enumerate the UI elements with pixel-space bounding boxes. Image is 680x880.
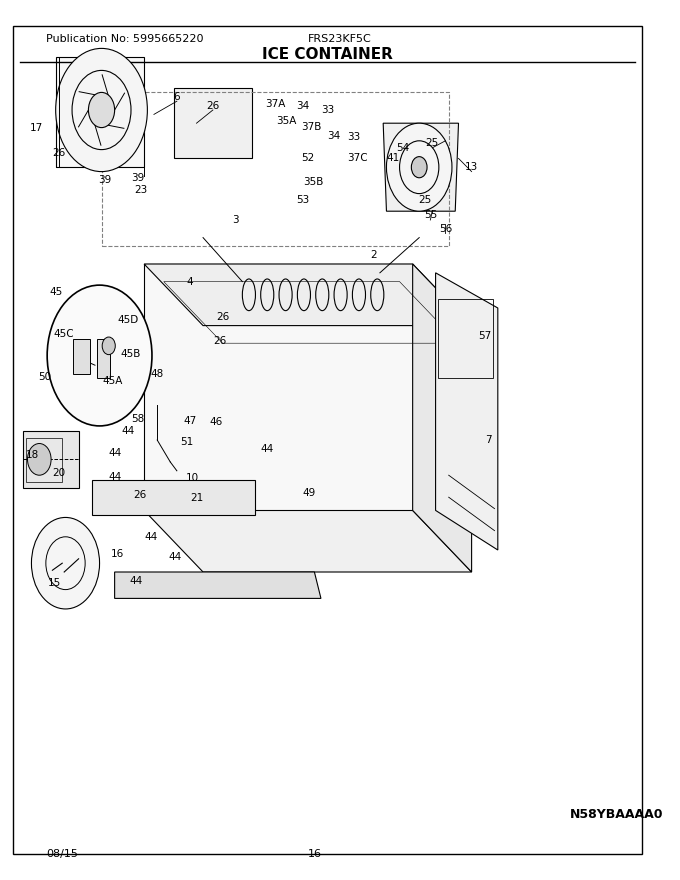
Text: 45A: 45A xyxy=(103,376,123,386)
Text: 54: 54 xyxy=(396,143,409,153)
Polygon shape xyxy=(144,264,472,326)
Text: 44: 44 xyxy=(108,448,121,458)
Text: 23: 23 xyxy=(134,185,148,195)
Text: 26: 26 xyxy=(206,101,220,112)
Text: Publication No: 5995665220: Publication No: 5995665220 xyxy=(46,33,203,44)
Polygon shape xyxy=(92,480,256,515)
Text: 55: 55 xyxy=(424,209,437,220)
Circle shape xyxy=(31,517,99,609)
Text: 20: 20 xyxy=(52,468,65,479)
Text: 48: 48 xyxy=(150,369,164,379)
Text: 33: 33 xyxy=(347,132,360,143)
Text: 35A: 35A xyxy=(276,116,296,127)
Text: 26: 26 xyxy=(213,336,226,347)
Text: 26: 26 xyxy=(133,489,146,500)
Text: 44: 44 xyxy=(144,532,157,542)
Text: 3: 3 xyxy=(233,215,239,225)
Circle shape xyxy=(411,157,427,178)
Text: FRS23KF5C: FRS23KF5C xyxy=(308,33,371,44)
Bar xyxy=(73,339,90,374)
Circle shape xyxy=(56,48,148,172)
Text: 39: 39 xyxy=(131,172,144,183)
Text: 10: 10 xyxy=(186,473,199,483)
Bar xyxy=(27,438,63,482)
Text: 37A: 37A xyxy=(265,99,286,109)
Bar xyxy=(23,431,79,488)
Text: 46: 46 xyxy=(209,417,223,428)
Text: 56: 56 xyxy=(439,224,452,234)
Text: 45C: 45C xyxy=(54,328,75,339)
Text: 53: 53 xyxy=(296,194,309,205)
Text: 35B: 35B xyxy=(303,177,323,187)
Polygon shape xyxy=(384,123,458,211)
Text: 45D: 45D xyxy=(117,315,138,326)
Text: 50: 50 xyxy=(38,371,51,382)
Polygon shape xyxy=(144,510,472,572)
Circle shape xyxy=(47,285,152,426)
Text: 18: 18 xyxy=(26,450,39,460)
Text: 15: 15 xyxy=(48,577,61,588)
Text: 52: 52 xyxy=(301,153,314,164)
Text: 26: 26 xyxy=(216,312,229,322)
Text: 13: 13 xyxy=(465,162,478,172)
Text: 2: 2 xyxy=(370,250,377,260)
Text: 47: 47 xyxy=(184,415,197,426)
Text: 16: 16 xyxy=(112,549,124,560)
Text: 4: 4 xyxy=(186,276,193,287)
Circle shape xyxy=(386,123,452,211)
Circle shape xyxy=(102,337,116,355)
Polygon shape xyxy=(436,273,498,550)
Text: 44: 44 xyxy=(129,576,142,586)
Bar xyxy=(437,299,493,378)
Bar xyxy=(97,339,110,378)
Text: 33: 33 xyxy=(321,105,334,115)
Text: 39: 39 xyxy=(98,174,112,185)
Text: 21: 21 xyxy=(190,493,203,503)
Bar xyxy=(101,92,449,246)
Text: 34: 34 xyxy=(296,100,310,111)
Text: 44: 44 xyxy=(169,552,182,562)
Text: N58YBAAAA0: N58YBAAAA0 xyxy=(570,808,664,820)
Text: 37B: 37B xyxy=(302,121,322,132)
Bar xyxy=(56,57,144,167)
Text: 44: 44 xyxy=(108,472,121,482)
Text: ICE CONTAINER: ICE CONTAINER xyxy=(262,47,393,62)
Text: 6: 6 xyxy=(173,92,180,102)
Text: 25: 25 xyxy=(418,194,432,205)
Polygon shape xyxy=(413,264,472,572)
Polygon shape xyxy=(144,264,413,510)
Text: 26: 26 xyxy=(52,148,65,158)
Text: 08/15: 08/15 xyxy=(46,848,78,859)
Text: 7: 7 xyxy=(485,435,491,445)
Circle shape xyxy=(88,92,115,128)
Polygon shape xyxy=(115,572,321,598)
Text: 17: 17 xyxy=(29,122,43,133)
Text: 49: 49 xyxy=(303,488,316,498)
Text: 45: 45 xyxy=(49,287,63,297)
Text: 34: 34 xyxy=(328,130,341,141)
Text: 57: 57 xyxy=(478,331,492,341)
Text: 58: 58 xyxy=(131,414,144,424)
Text: 41: 41 xyxy=(386,153,400,164)
Text: 44: 44 xyxy=(121,426,135,436)
Text: 51: 51 xyxy=(180,436,193,447)
Circle shape xyxy=(27,444,51,475)
Text: 16: 16 xyxy=(308,848,322,859)
Bar xyxy=(173,88,252,158)
Text: 37C: 37C xyxy=(347,153,367,164)
Text: 44: 44 xyxy=(260,444,273,454)
Text: 25: 25 xyxy=(426,137,439,148)
Text: 45B: 45B xyxy=(121,348,141,359)
